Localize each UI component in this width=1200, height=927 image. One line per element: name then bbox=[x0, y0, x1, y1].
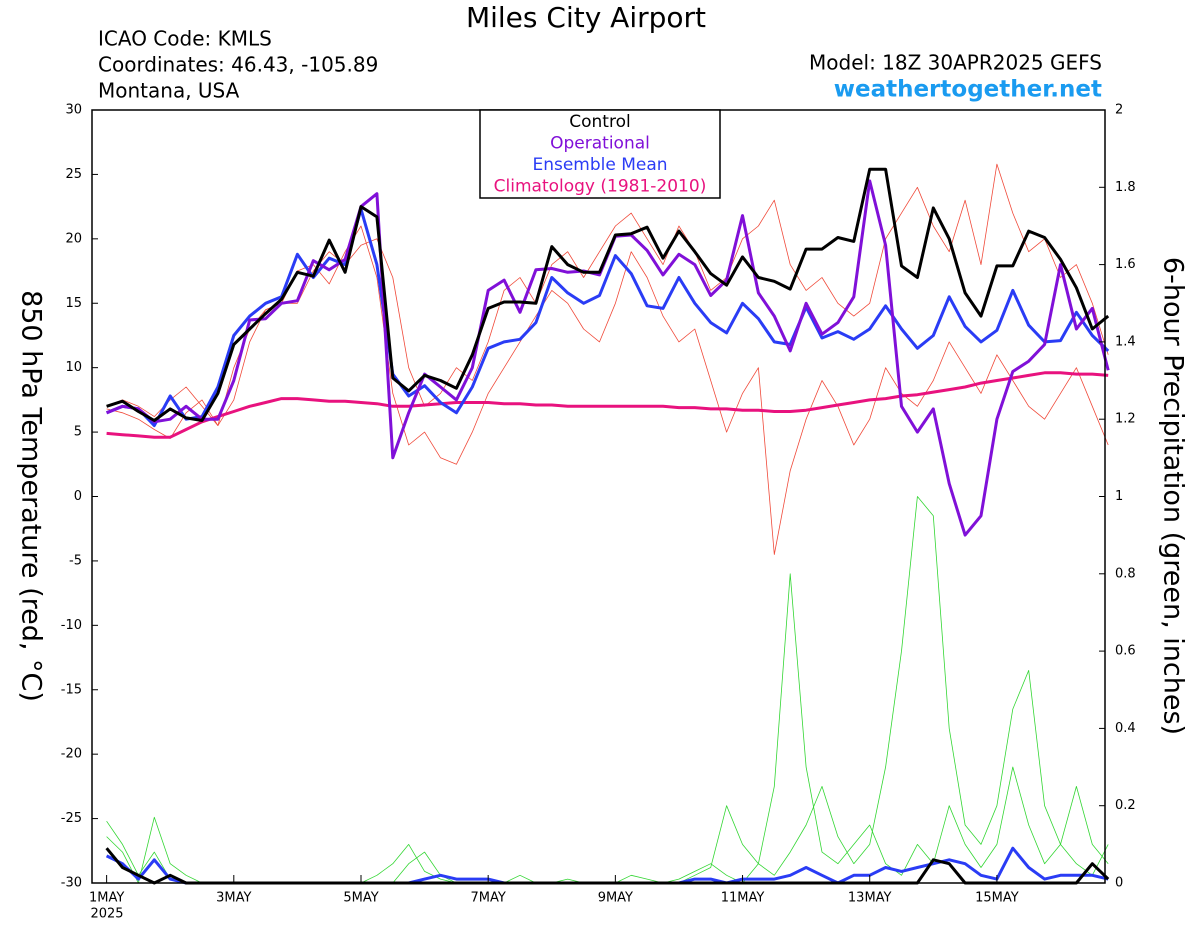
y2-tick-label: 0.6 bbox=[1115, 644, 1136, 659]
x-tick-label: 9MAY bbox=[598, 891, 633, 906]
x-tick-label: 3MAY bbox=[216, 891, 251, 906]
y-tick-label: -10 bbox=[61, 618, 82, 633]
temp-line bbox=[106, 207, 1110, 428]
y2-tick-label: 1 bbox=[1115, 489, 1123, 504]
y2-tick-label: 0 bbox=[1115, 876, 1123, 891]
y-axis-title: 850 hPa Temperature (red, °C) bbox=[16, 290, 47, 702]
y-tick-label: 10 bbox=[65, 360, 82, 375]
precip-line bbox=[106, 573, 1109, 884]
precip-line bbox=[105, 847, 1110, 885]
y2-tick-label: 1.8 bbox=[1115, 180, 1136, 195]
y-tick-label: 25 bbox=[65, 167, 82, 182]
temp-line bbox=[106, 179, 1110, 537]
y2-tick-label: 0.2 bbox=[1115, 798, 1136, 813]
icao-code: ICAO Code: KMLS bbox=[98, 27, 272, 51]
legend-entry: Control bbox=[569, 112, 630, 132]
temp-line bbox=[106, 167, 1110, 422]
x-tick-label: 1MAY bbox=[89, 891, 124, 906]
y2-tick-label: 0.8 bbox=[1115, 566, 1136, 581]
model-info: Model: 18Z 30APR2025 GEFS bbox=[809, 51, 1102, 75]
y-tick-label: -25 bbox=[61, 811, 82, 826]
legend-box bbox=[479, 109, 721, 199]
y-tick-label: 30 bbox=[65, 103, 82, 118]
y-tick-label: 20 bbox=[65, 231, 82, 246]
x-tick-label: 15MAY bbox=[975, 891, 1019, 906]
y2-tick-label: 0.4 bbox=[1115, 721, 1136, 736]
y-tick-label: -20 bbox=[61, 747, 82, 762]
y2-tick-label: 1.6 bbox=[1115, 257, 1136, 272]
precip-line bbox=[106, 496, 1109, 884]
temp-line bbox=[106, 371, 1109, 439]
y-tick-label: 5 bbox=[74, 425, 82, 440]
year-label: 2025 bbox=[90, 907, 123, 922]
x-tick-label: 13MAY bbox=[848, 891, 892, 906]
legend-entry: Ensemble Mean bbox=[532, 155, 667, 175]
precip-line bbox=[105, 846, 1109, 885]
y-tick-label: -5 bbox=[69, 553, 82, 568]
y-tick-label: -30 bbox=[61, 876, 82, 891]
site-name: weathertogether.net bbox=[834, 77, 1102, 103]
x-tick-label: 7MAY bbox=[471, 891, 506, 906]
y2-tick-label: 2 bbox=[1115, 103, 1123, 118]
y-tick-label: 0 bbox=[74, 489, 82, 504]
x-tick-label: 5MAY bbox=[343, 891, 378, 906]
coordinates: Coordinates: 46.43, -105.89 bbox=[98, 53, 378, 77]
location: Montana, USA bbox=[98, 79, 240, 103]
y-tick-label: -15 bbox=[61, 682, 82, 697]
y2-tick-label: 1.2 bbox=[1115, 412, 1136, 427]
legend-entry: Climatology (1981-2010) bbox=[494, 177, 707, 197]
x-tick-label: 11MAY bbox=[721, 891, 765, 906]
chart-title: Miles City Airport bbox=[466, 1, 706, 34]
y-tick-label: 15 bbox=[65, 296, 82, 311]
y2-axis-title: 6-hour Precipitation (green, inches) bbox=[1158, 257, 1189, 735]
legend-entry: Operational bbox=[550, 134, 650, 154]
y2-tick-label: 1.4 bbox=[1115, 334, 1136, 349]
temp-line bbox=[106, 163, 1109, 426]
